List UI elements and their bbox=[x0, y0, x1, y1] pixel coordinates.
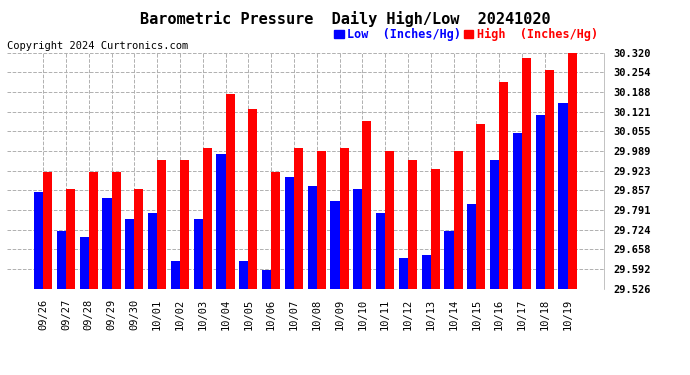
Bar bbox=[422, 255, 431, 289]
Bar bbox=[362, 121, 371, 289]
Bar bbox=[89, 171, 98, 289]
Bar bbox=[353, 189, 362, 289]
Bar bbox=[513, 133, 522, 289]
Bar bbox=[180, 160, 189, 289]
Bar bbox=[34, 192, 43, 289]
Bar bbox=[239, 261, 248, 289]
Text: Copyright 2024 Curtronics.com: Copyright 2024 Curtronics.com bbox=[7, 41, 188, 51]
Legend: Low  (Inches/Hg), High  (Inches/Hg): Low (Inches/Hg), High (Inches/Hg) bbox=[335, 28, 598, 41]
Bar bbox=[376, 213, 385, 289]
Bar bbox=[308, 186, 317, 289]
Bar bbox=[112, 171, 121, 289]
Bar bbox=[148, 213, 157, 289]
Bar bbox=[294, 148, 303, 289]
Bar bbox=[271, 171, 280, 289]
Bar bbox=[558, 103, 567, 289]
Bar bbox=[194, 219, 203, 289]
Bar bbox=[102, 198, 112, 289]
Bar bbox=[331, 201, 339, 289]
Bar bbox=[467, 204, 476, 289]
Bar bbox=[57, 231, 66, 289]
Bar bbox=[408, 160, 417, 289]
Bar bbox=[135, 189, 144, 289]
Bar bbox=[317, 151, 326, 289]
Bar bbox=[544, 70, 554, 289]
Bar bbox=[339, 148, 348, 289]
Bar bbox=[262, 270, 271, 289]
Bar bbox=[79, 237, 89, 289]
Bar bbox=[66, 189, 75, 289]
Bar bbox=[248, 109, 257, 289]
Bar bbox=[453, 151, 462, 289]
Bar bbox=[567, 53, 577, 289]
Bar bbox=[499, 82, 509, 289]
Bar bbox=[43, 171, 52, 289]
Bar bbox=[217, 154, 226, 289]
Bar bbox=[476, 124, 486, 289]
Text: Barometric Pressure  Daily High/Low  20241020: Barometric Pressure Daily High/Low 20241… bbox=[139, 11, 551, 27]
Bar bbox=[157, 160, 166, 289]
Bar bbox=[203, 148, 212, 289]
Bar bbox=[285, 177, 294, 289]
Bar bbox=[385, 151, 394, 289]
Bar bbox=[125, 219, 135, 289]
Bar bbox=[171, 261, 180, 289]
Bar bbox=[535, 115, 544, 289]
Bar bbox=[522, 58, 531, 289]
Bar bbox=[431, 168, 440, 289]
Bar bbox=[226, 94, 235, 289]
Bar bbox=[399, 258, 408, 289]
Bar bbox=[490, 160, 499, 289]
Bar bbox=[444, 231, 453, 289]
